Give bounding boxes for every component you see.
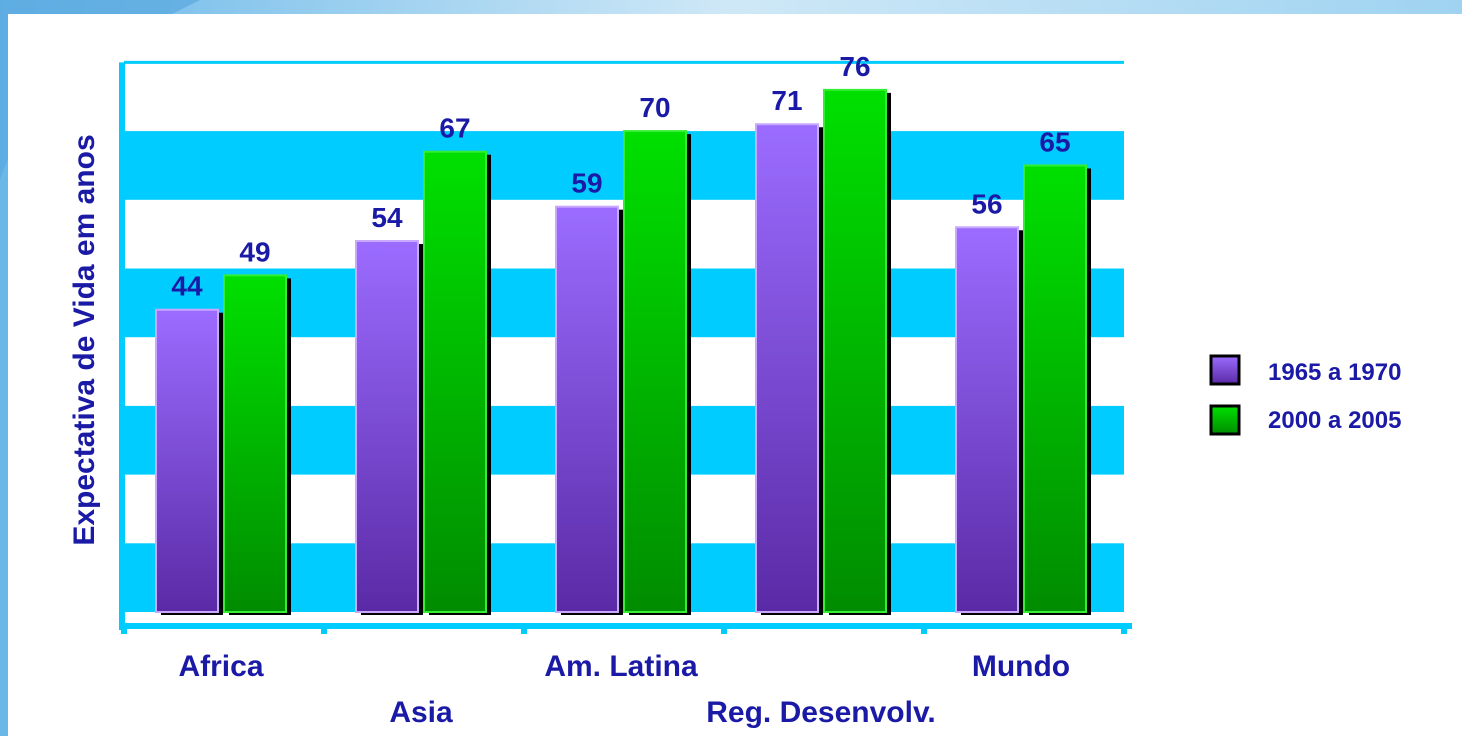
value-labels: 44 49 54 67 59 70 71 76 56 65 [171, 51, 1070, 302]
value-label: 54 [371, 202, 403, 233]
bar-2-3 [823, 88, 887, 613]
bar-1-3 [755, 123, 819, 613]
value-label: 71 [771, 85, 802, 116]
value-label: 76 [839, 51, 870, 82]
legend: 1965 a 1970 2000 a 2005 [1209, 354, 1401, 436]
legend-swatch-series-2 [1209, 404, 1241, 436]
value-label: 49 [239, 236, 270, 267]
category-label: Mundo [972, 650, 1070, 683]
bar-2-1 [423, 150, 487, 614]
legend-label-series-2: 2000 a 2005 [1268, 407, 1401, 434]
category-label: Reg. Desenvolv. [706, 696, 936, 729]
category-label: Asia [389, 696, 453, 729]
legend-item-series-2: 2000 a 2005 [1209, 404, 1401, 436]
bar-1-1 [355, 240, 419, 614]
bar-1-4 [955, 226, 1019, 613]
value-label: 70 [639, 92, 670, 123]
bar-1-2 [555, 205, 619, 613]
legend-item-series-1: 1965 a 1970 [1209, 354, 1401, 386]
category-label: Am. Latina [544, 650, 698, 683]
bars [155, 88, 1091, 616]
value-label: 59 [571, 168, 602, 199]
bar-2-0 [223, 274, 287, 613]
legend-label-series-1: 1965 a 1970 [1268, 359, 1401, 386]
value-label: 65 [1039, 126, 1070, 157]
bar-1-0 [155, 308, 219, 613]
value-label: 67 [439, 113, 470, 144]
value-label: 44 [171, 271, 203, 302]
axes [119, 62, 1132, 634]
bar-2-2 [623, 130, 687, 613]
value-label: 56 [971, 188, 1002, 219]
legend-swatch-series-1 [1209, 354, 1241, 386]
category-label: Africa [178, 650, 263, 683]
bar-2-4 [1023, 164, 1087, 613]
y-axis-label: Expectativa de Vida em anos [68, 134, 101, 545]
